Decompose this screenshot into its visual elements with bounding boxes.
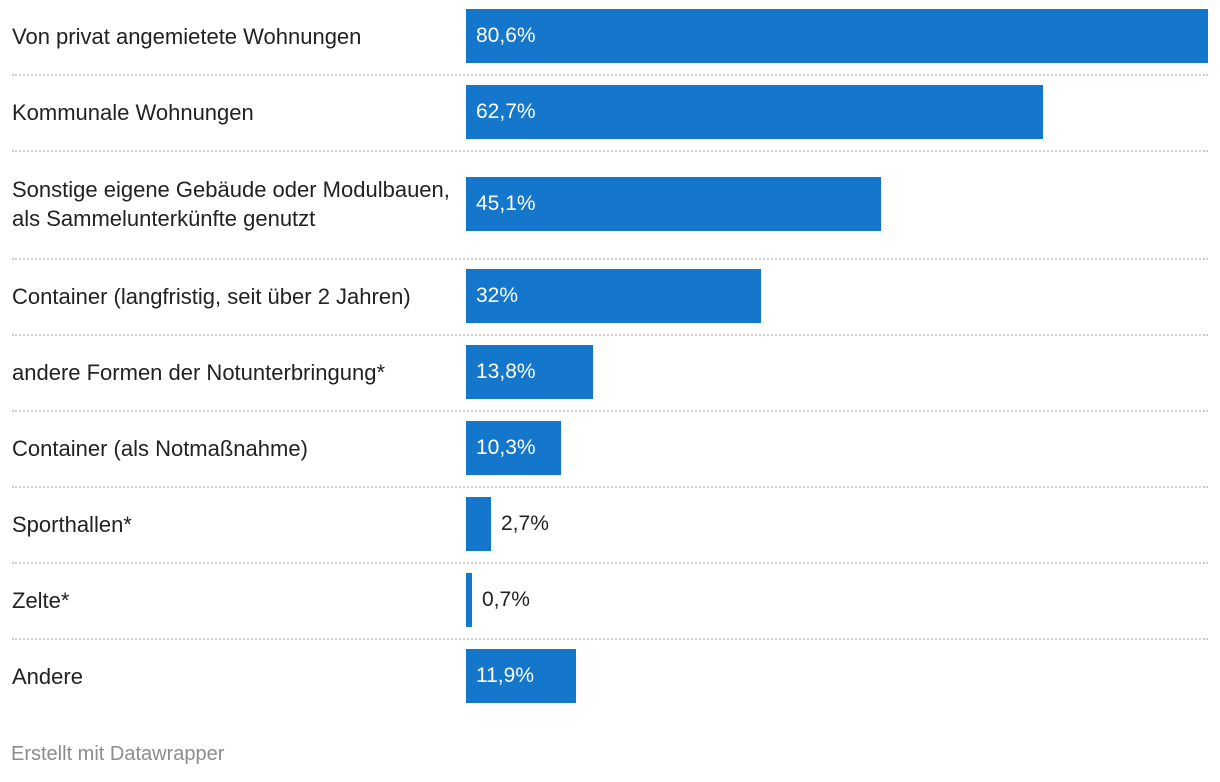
bar — [466, 421, 561, 475]
value-label: 45,1% — [476, 192, 536, 215]
bar — [466, 497, 491, 551]
value-label: 11,9% — [476, 664, 534, 687]
row-divider — [12, 410, 1208, 412]
bar — [466, 177, 881, 231]
value-label: 32% — [476, 284, 519, 307]
row-divider — [12, 74, 1208, 76]
category-label: andere Formen der Notunterbringung* — [12, 359, 386, 385]
footer-credit: Erstellt mit Datawrapper — [11, 743, 225, 765]
value-label: 10,3% — [476, 436, 536, 459]
value-label: 0,7% — [482, 588, 530, 611]
bar-chart: Von privat angemietete Wohnungen 80,6% Kom… — [12, 9, 1208, 703]
category-label: Sonstige eigene Gebäude oder Modulbauen,… — [12, 177, 450, 231]
category-label: Kommunale Wohnungen — [12, 99, 254, 125]
value-label: 62,7% — [476, 100, 536, 123]
category-label: Container (als Notmaßnahme) — [12, 435, 308, 461]
bar — [466, 269, 761, 323]
category-label: Andere — [12, 663, 83, 689]
category-label: Sporthallen* — [12, 511, 132, 537]
bar — [466, 85, 1043, 139]
category-label: Zelte* — [12, 587, 70, 613]
value-label: 80,6% — [476, 24, 536, 47]
row-divider — [12, 638, 1208, 640]
bar — [466, 9, 1208, 63]
value-label: 13,8% — [476, 360, 536, 383]
category-label: Container (langfristig, seit über 2 Jahr… — [12, 283, 411, 309]
value-label: 2,7% — [501, 512, 549, 535]
bar — [466, 573, 472, 627]
row-divider — [12, 486, 1208, 488]
row-divider — [12, 258, 1208, 260]
bar — [466, 345, 593, 399]
row-divider — [12, 150, 1208, 152]
row-divider — [12, 562, 1208, 564]
row-divider — [12, 334, 1208, 336]
category-label: Von privat angemietete Wohnungen — [12, 23, 362, 49]
bar — [466, 649, 576, 703]
